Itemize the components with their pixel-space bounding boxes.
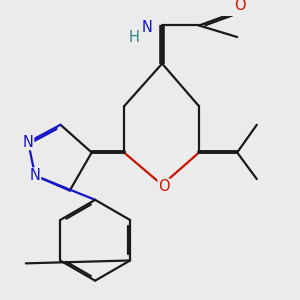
Text: O: O <box>234 0 245 14</box>
Text: O: O <box>158 179 170 194</box>
Text: N: N <box>23 135 34 150</box>
Text: N: N <box>142 20 153 35</box>
Text: H: H <box>129 29 140 44</box>
Text: N: N <box>30 168 40 183</box>
